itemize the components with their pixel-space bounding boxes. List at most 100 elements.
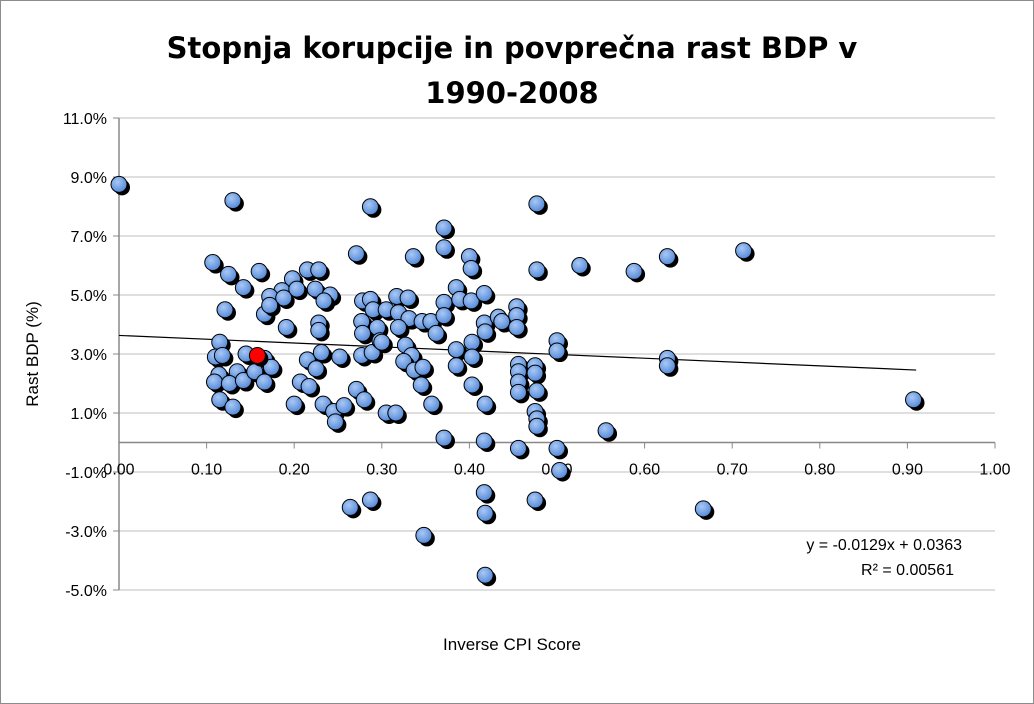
- y-tick-label: 11.0%: [63, 111, 107, 128]
- point-marker: [361, 491, 379, 509]
- data-point: [548, 439, 568, 460]
- highlight-marker: [248, 346, 266, 364]
- data-point: [658, 248, 679, 268]
- point-marker: [475, 432, 493, 450]
- data-point: [476, 323, 497, 343]
- point-marker: [694, 500, 712, 518]
- data-point: [427, 324, 448, 345]
- point-marker: [326, 413, 344, 431]
- point-marker: [571, 257, 589, 274]
- y-tick-label: -3.0%: [65, 524, 107, 541]
- r-squared-label: R² = 0.00561: [861, 562, 954, 579]
- point-marker: [427, 324, 445, 342]
- data-point: [354, 324, 374, 345]
- data-point: [694, 500, 715, 520]
- data-point: [213, 346, 234, 367]
- data-point: [597, 422, 618, 442]
- trendline-equation: y = -0.0129x + 0.0363: [806, 537, 962, 554]
- point-marker: [548, 342, 566, 360]
- data-point: [347, 245, 368, 265]
- y-axis-label: Rast BDP (%): [23, 301, 42, 407]
- data-point: [277, 318, 298, 339]
- data-point: [234, 279, 255, 299]
- point-marker: [476, 323, 494, 341]
- data-point: [475, 432, 496, 453]
- data-point: [389, 318, 410, 339]
- data-point: [735, 242, 755, 262]
- data-point: [335, 397, 356, 417]
- point-marker: [234, 279, 252, 297]
- point-marker: [307, 360, 325, 378]
- point-marker: [447, 341, 465, 359]
- point-marker: [658, 357, 676, 375]
- data-point: [476, 395, 497, 416]
- point-marker: [493, 313, 511, 331]
- point-marker: [551, 462, 569, 480]
- data-point: [526, 364, 547, 385]
- data-point: [905, 391, 925, 411]
- data-point: [315, 292, 335, 312]
- data-point: [463, 376, 484, 396]
- data-point: [234, 372, 255, 392]
- point-marker: [435, 429, 453, 447]
- point-marker: [528, 195, 546, 213]
- data-point: [475, 285, 496, 305]
- data-point: [571, 257, 591, 277]
- point-marker: [285, 395, 303, 413]
- y-tick-label: 9.0%: [71, 170, 107, 187]
- data-point: [508, 318, 528, 339]
- point-marker: [331, 348, 349, 366]
- data-point: [528, 195, 548, 215]
- point-marker: [211, 391, 229, 409]
- point-marker: [310, 261, 328, 279]
- data-point: [355, 391, 376, 411]
- point-marker: [315, 292, 333, 310]
- point-marker: [476, 566, 494, 584]
- y-tick-label: -1.0%: [65, 465, 107, 482]
- data-point: [548, 342, 568, 363]
- data-point: [361, 491, 382, 512]
- data-point: [361, 198, 382, 218]
- data-point: [463, 348, 484, 368]
- x-tick-label: 0.20: [279, 462, 310, 479]
- point-marker: [462, 259, 480, 277]
- x-tick-label: 0.80: [804, 462, 835, 479]
- data-point: [275, 289, 295, 309]
- data-point: [312, 344, 333, 364]
- point-marker: [300, 377, 318, 395]
- data-point: [310, 321, 330, 342]
- data-point: [331, 348, 351, 368]
- data-point: [625, 262, 646, 283]
- x-tick-label: 0.70: [717, 462, 748, 479]
- point-marker: [412, 376, 430, 394]
- x-tick-label: 0.40: [454, 462, 485, 479]
- x-axis-label: Inverse CPI Score: [443, 635, 581, 654]
- point-marker: [476, 504, 494, 522]
- point-marker: [306, 280, 324, 298]
- point-marker: [735, 242, 753, 260]
- y-tick-label: -5.0%: [65, 583, 107, 600]
- point-marker: [528, 261, 546, 279]
- point-marker: [335, 397, 353, 415]
- point-marker: [110, 175, 128, 193]
- point-marker: [277, 318, 295, 336]
- data-point: [250, 262, 271, 283]
- point-marker: [508, 318, 526, 336]
- data-point: [435, 429, 455, 450]
- data-point: [255, 373, 276, 394]
- point-marker: [463, 348, 481, 366]
- data-point: [526, 491, 547, 512]
- data-point: [435, 307, 455, 327]
- data-point: [509, 439, 530, 460]
- point-marker: [312, 344, 330, 362]
- point-marker: [355, 391, 373, 409]
- data-point: [261, 296, 281, 317]
- point-marker: [597, 422, 615, 440]
- x-tick-label: 0.30: [366, 462, 397, 479]
- data-point: [326, 413, 347, 433]
- point-marker: [288, 280, 306, 298]
- data-point: [310, 261, 330, 281]
- point-marker: [224, 192, 242, 210]
- data-point: [373, 333, 393, 354]
- data-point: [447, 341, 468, 361]
